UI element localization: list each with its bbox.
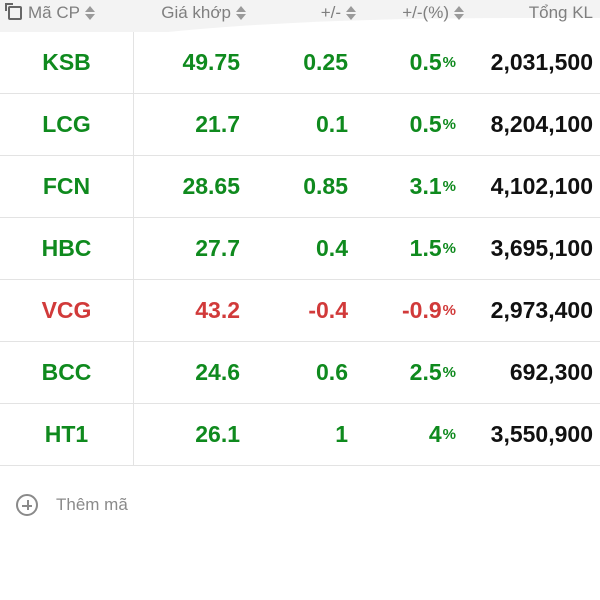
percent-value: -0.9 [402,297,442,323]
column-header-change-label: +/- [320,3,341,22]
table-row[interactable]: LCG 21.7 0.1 0.5% 8,204,100 [0,94,600,156]
percent-sign: % [442,178,456,195]
plus-circle-icon [16,494,38,516]
table-row[interactable]: FCN 28.65 0.85 3.1% 4,102,100 [0,156,600,218]
table-header: Mã CP Giá khớp +/- +/-(%) Tổng KL [0,0,600,30]
percent-value: 3.1 [409,173,442,199]
add-symbol-button[interactable]: Thêm mã [16,492,128,518]
matched-price: 43.2 [195,297,240,323]
column-header-percent[interactable]: +/-(%) [356,0,464,26]
matched-price: 27.7 [195,235,240,261]
column-header-code[interactable]: Mã CP [0,0,134,26]
percent-change: 3.1% [356,156,456,217]
watchlist-icon[interactable] [5,3,22,20]
header-background [0,0,600,32]
stock-table: KSB 49.75 0.25 0.5% 2,031,500 LCG 21.7 0.1 0.5% 8… [0,32,600,466]
column-header-price[interactable]: Giá khớp [134,0,246,26]
percent-change: 0.5% [356,94,456,155]
price-change: 0.4 [316,235,348,261]
price-change: 0.6 [316,359,348,385]
column-header-volume[interactable]: Tổng KL [464,0,593,26]
percent-change: 2.5% [356,342,456,403]
percent-sign: % [442,302,456,319]
total-volume: 692,300 [509,359,593,385]
column-header-percent-label: +/-(%) [402,3,449,22]
percent-value: 0.5 [409,111,442,137]
table-row[interactable]: BCC 24.6 0.6 2.5% 692,300 [0,342,600,404]
percent-sign: % [442,116,456,133]
matched-price: 49.75 [182,49,240,75]
percent-change: 1.5% [356,218,456,279]
percent-value: 1.5 [409,235,442,261]
price-change: 0.1 [316,111,348,137]
matched-price: 24.6 [195,359,240,385]
percent-sign: % [442,364,456,381]
total-volume: 4,102,100 [490,173,593,199]
percent-change: -0.9% [356,280,456,341]
percent-value: 2.5 [409,359,442,385]
table-row[interactable]: KSB 49.75 0.25 0.5% 2,031,500 [0,32,600,94]
total-volume: 3,695,100 [490,235,593,261]
sort-icon [236,6,246,20]
column-header-change[interactable]: +/- [246,0,356,26]
percent-sign: % [442,240,456,257]
price-change: 1 [335,421,348,447]
column-header-code-label: Mã CP [28,3,80,22]
stock-code[interactable]: HT1 [0,404,134,465]
total-volume: 8,204,100 [490,111,593,137]
stock-code[interactable]: FCN [0,156,134,217]
percent-sign: % [442,54,456,71]
percent-change: 4% [356,404,456,465]
matched-price: 26.1 [195,421,240,447]
stock-code[interactable]: VCG [0,280,134,341]
matched-price: 28.65 [182,173,240,199]
price-change: -0.4 [308,297,348,323]
column-header-price-label: Giá khớp [161,3,231,22]
price-change: 0.25 [303,49,348,75]
table-row[interactable]: HBC 27.7 0.4 1.5% 3,695,100 [0,218,600,280]
sort-icon [454,6,464,20]
column-header-volume-label: Tổng KL [528,3,593,22]
add-symbol-label: Thêm mã [56,495,128,514]
sort-icon [84,6,95,20]
sort-icon [346,6,356,20]
total-volume: 2,031,500 [490,49,593,75]
table-row[interactable]: HT1 26.1 1 4% 3,550,900 [0,404,600,466]
stock-code[interactable]: BCC [0,342,134,403]
total-volume: 2,973,400 [490,297,593,323]
percent-value: 4 [428,421,442,447]
stock-code[interactable]: HBC [0,218,134,279]
price-change: 0.85 [303,173,348,199]
percent-sign: % [442,426,456,443]
percent-value: 0.5 [409,49,442,75]
stock-code[interactable]: KSB [0,32,134,93]
table-row[interactable]: VCG 43.2 -0.4 -0.9% 2,973,400 [0,280,600,342]
total-volume: 3,550,900 [490,421,593,447]
stock-code[interactable]: LCG [0,94,134,155]
matched-price: 21.7 [195,111,240,137]
percent-change: 0.5% [356,32,456,93]
